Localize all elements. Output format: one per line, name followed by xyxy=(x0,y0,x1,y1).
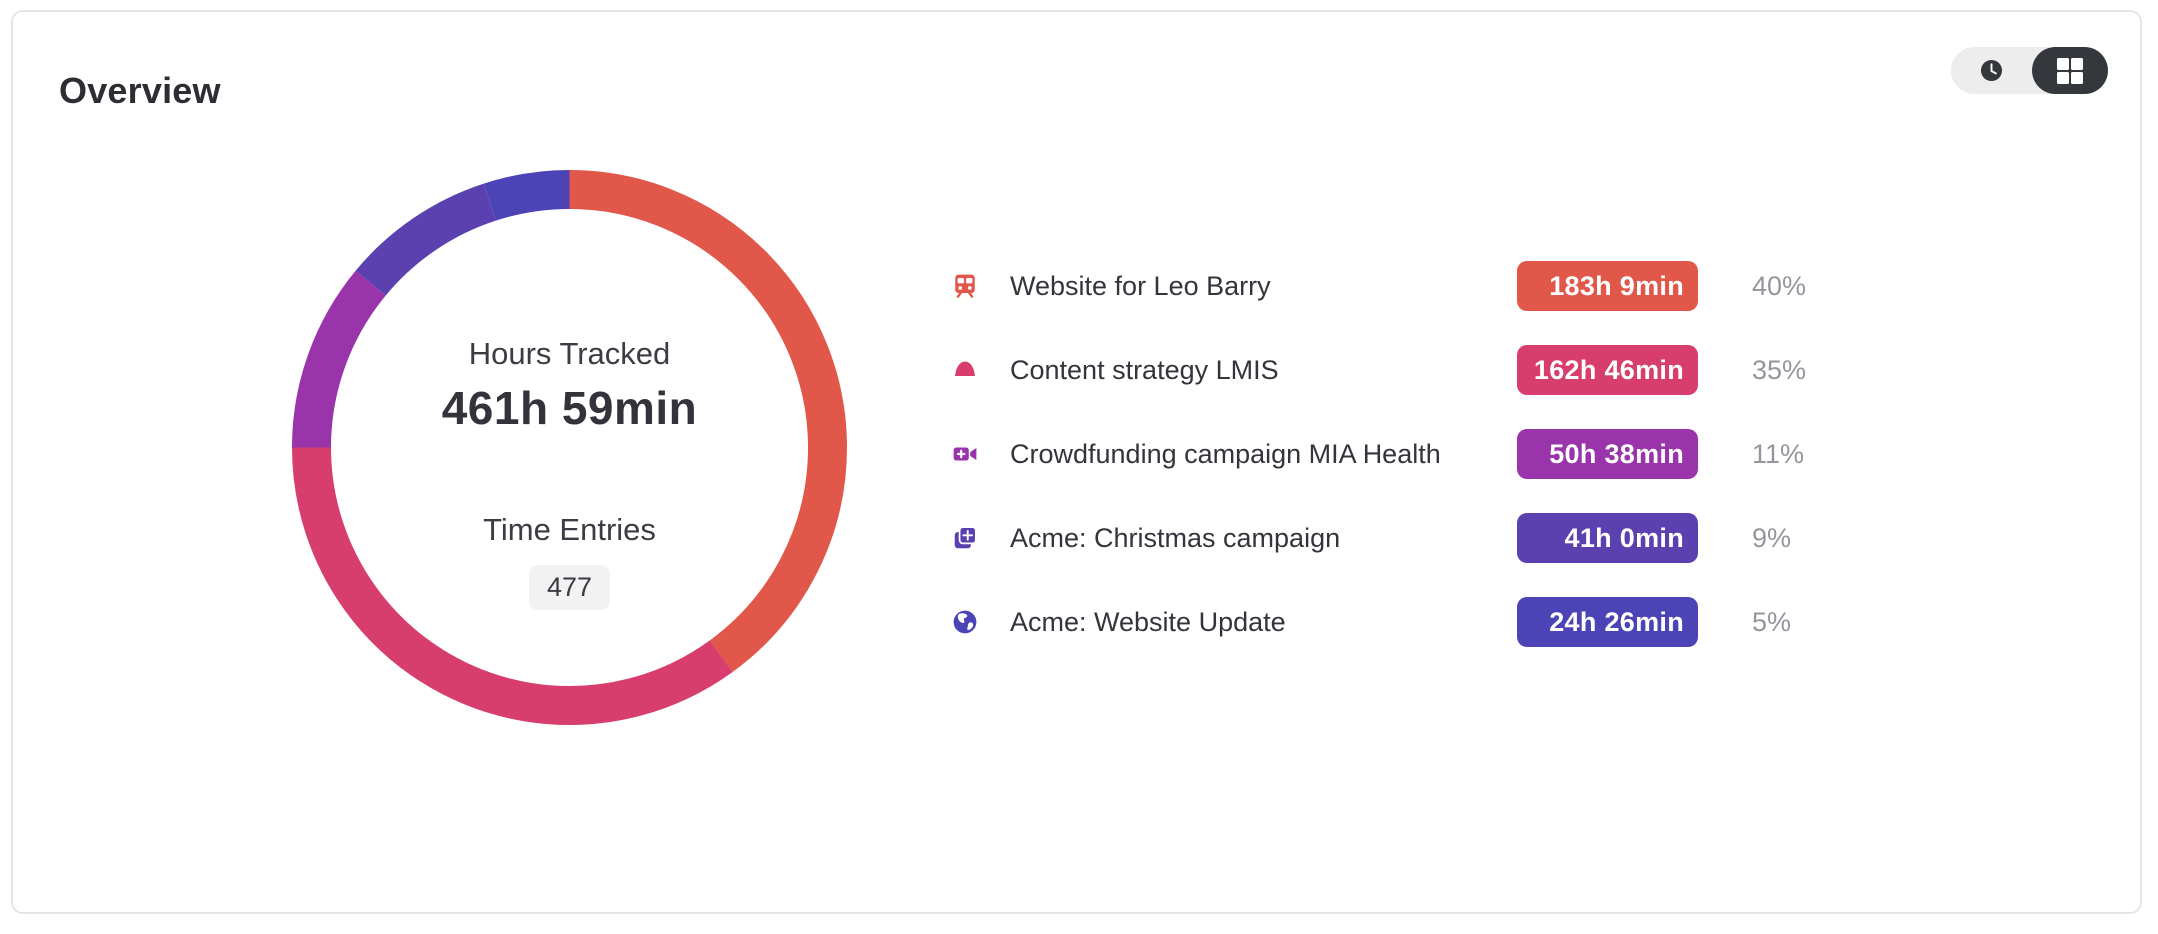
percent-label: 11% xyxy=(1752,438,1805,469)
percent-label: 9% xyxy=(1752,522,1792,553)
donut-segments[interactable] xyxy=(291,169,848,726)
hours-tracked-value: 461h 59min xyxy=(441,382,698,434)
donut-segment[interactable] xyxy=(291,169,848,726)
hours-tracked-label: Hours Tracked xyxy=(468,336,671,371)
legend-row[interactable]: Content strategy LMIS 162h 46min 35% xyxy=(952,345,1872,395)
dome-icon xyxy=(952,357,978,383)
percent-label: 35% xyxy=(1752,354,1807,385)
copy-plus-icon xyxy=(952,525,978,551)
view-toggle xyxy=(1951,47,2108,94)
duration-badge: 50h 38min xyxy=(1517,429,1698,479)
grid-view-button[interactable] xyxy=(2032,47,2108,94)
donut-chart[interactable]: Hours Tracked 461h 59min Time Entries 47… xyxy=(291,169,848,726)
grid-icon xyxy=(2055,56,2085,86)
legend-row[interactable]: Acme: Website Update 24h 26min 5% xyxy=(952,597,1872,647)
globe-icon xyxy=(952,609,978,635)
donut-segment[interactable] xyxy=(292,170,847,725)
clock-icon xyxy=(1980,59,2003,82)
overview-card: Overview Hours Tracked xyxy=(11,10,2142,914)
project-label: Crowdfunding campaign MIA Health xyxy=(1010,438,1441,469)
project-label: Website for Leo Barry xyxy=(1010,270,1271,301)
video-plus-icon xyxy=(952,441,978,467)
donut-center: Hours Tracked 461h 59min Time Entries 47… xyxy=(291,169,848,726)
percent-label: 40% xyxy=(1752,270,1807,301)
duration-badge: 183h 9min xyxy=(1517,261,1698,311)
duration-badge: 41h 0min xyxy=(1517,513,1698,563)
duration-badge: 24h 26min xyxy=(1517,597,1698,647)
legend-row[interactable]: Website for Leo Barry 183h 9min 40% xyxy=(952,261,1872,311)
donut-segment[interactable] xyxy=(291,169,848,726)
train-icon xyxy=(952,273,978,299)
time-entries-label: Time Entries xyxy=(483,512,656,547)
donut-segment[interactable] xyxy=(292,170,847,725)
legend-row[interactable]: Acme: Christmas campaign 41h 0min 9% xyxy=(952,513,1872,563)
percent-label: 5% xyxy=(1752,606,1792,637)
project-label: Content strategy LMIS xyxy=(1010,354,1279,385)
page-title: Overview xyxy=(59,70,221,111)
time-entries-count-badge: 477 xyxy=(529,565,610,610)
project-label: Acme: Christmas campaign xyxy=(1010,522,1341,553)
project-legend: Website for Leo Barry 183h 9min 40% Cont… xyxy=(952,261,1872,681)
time-view-button[interactable] xyxy=(1951,47,2032,94)
legend-row[interactable]: Crowdfunding campaign MIA Health 50h 38m… xyxy=(952,429,1872,479)
duration-badge: 162h 46min xyxy=(1517,345,1698,395)
project-label: Acme: Website Update xyxy=(1010,606,1286,637)
